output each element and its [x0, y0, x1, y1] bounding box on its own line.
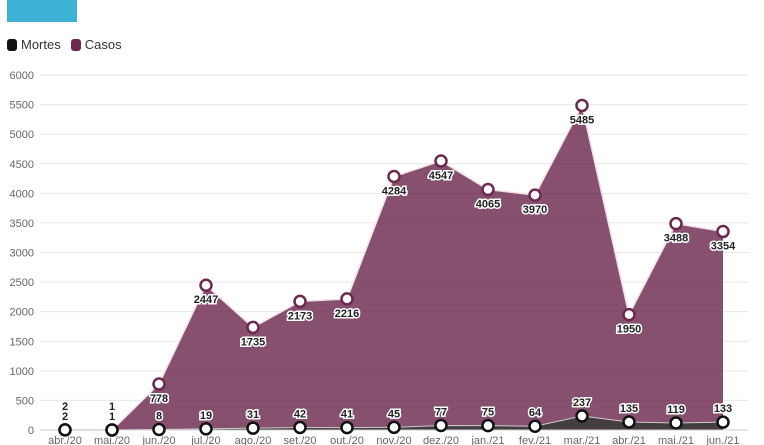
data-label-mortes: 135 [620, 403, 638, 415]
y-tick-label: 5500 [10, 100, 34, 112]
data-label-mortes: 64 [529, 407, 542, 419]
legend-item-casos[interactable]: Casos [70, 37, 122, 52]
x-tick-label: dez./20 [423, 435, 459, 445]
data-point-casos[interactable] [481, 182, 495, 197]
y-tick-label: 500 [16, 395, 34, 407]
y-tick-label: 4000 [10, 188, 34, 200]
data-label-casos: 2 [62, 401, 68, 413]
data-label-mortes: 75 [482, 407, 494, 419]
y-tick-label: 1500 [10, 336, 34, 348]
data-label-casos: 2173 [288, 310, 312, 322]
x-tick-label: jan./21 [470, 435, 504, 445]
header-accent-bar [7, 0, 77, 22]
x-tick-label: abr./21 [612, 435, 646, 445]
data-label-mortes: 41 [341, 409, 353, 421]
data-point-mortes[interactable] [58, 423, 72, 437]
data-point-mortes[interactable] [340, 420, 354, 435]
data-label-mortes: 45 [388, 408, 400, 420]
series-area-casos [65, 105, 723, 431]
data-point-mortes[interactable] [199, 422, 213, 436]
data-label-casos: 3354 [711, 241, 736, 253]
data-label-casos: 2447 [194, 294, 218, 306]
x-tick-label: abr./20 [48, 435, 82, 445]
data-label-casos: 1950 [617, 324, 641, 336]
legend-swatch-casos [70, 38, 81, 51]
data-label-mortes: 1 [109, 411, 115, 423]
data-point-mortes[interactable] [293, 420, 307, 435]
y-tick-label: 4500 [10, 159, 34, 171]
data-point-mortes[interactable] [622, 415, 636, 429]
x-tick-label: ago./20 [235, 435, 272, 445]
data-label-mortes: 77 [435, 406, 447, 418]
x-tick-label: mai./21 [658, 435, 694, 445]
y-tick-label: 3000 [10, 248, 34, 260]
x-tick-label: fev./21 [519, 435, 551, 445]
y-tick-label: 6000 [10, 70, 34, 82]
data-point-casos[interactable] [575, 98, 589, 113]
data-point-mortes[interactable] [105, 423, 119, 437]
data-point-casos[interactable] [622, 307, 636, 322]
data-label-mortes: 8 [156, 411, 162, 423]
data-label-mortes: 237 [573, 397, 591, 409]
legend-swatch-mortes [7, 38, 17, 51]
data-point-casos[interactable] [716, 224, 730, 239]
x-tick-label: jul./20 [190, 435, 220, 445]
data-point-casos[interactable] [669, 216, 683, 231]
x-tick-label: jun./20 [141, 435, 175, 445]
data-label-casos: 1735 [241, 336, 265, 348]
data-point-mortes[interactable] [481, 418, 495, 433]
data-point-mortes[interactable] [152, 422, 166, 437]
x-tick-label: out./20 [330, 435, 364, 445]
y-tick-label: 0 [28, 425, 34, 437]
data-label-mortes: 2 [62, 411, 68, 423]
data-point-casos[interactable] [340, 292, 354, 306]
data-point-mortes[interactable] [528, 419, 542, 433]
y-tick-label: 5000 [10, 129, 34, 141]
y-tick-label: 3500 [10, 218, 34, 230]
x-tick-label: set./20 [283, 435, 316, 445]
y-tick-label: 2000 [10, 307, 34, 319]
data-label-casos: 5485 [570, 114, 594, 126]
data-point-mortes[interactable] [434, 418, 448, 433]
data-label-casos: 3970 [523, 204, 547, 216]
data-point-casos[interactable] [293, 294, 307, 309]
x-tick-label: mai./20 [94, 435, 130, 445]
y-tick-label: 2500 [10, 277, 34, 289]
x-tick-label: mar./21 [564, 435, 601, 445]
legend-label-casos: Casos [84, 37, 122, 52]
legend-label-mortes: Mortes [21, 37, 61, 52]
data-label-mortes: 31 [247, 409, 259, 421]
series-area-mortes [65, 415, 723, 430]
x-tick-label: nov./20 [376, 435, 411, 445]
data-label-casos: 4547 [429, 170, 453, 182]
data-label-casos: 4065 [476, 198, 500, 210]
data-point-casos[interactable] [246, 320, 260, 335]
data-label-mortes: 119 [667, 404, 685, 416]
data-label-casos: 2216 [335, 308, 359, 320]
data-label-mortes: 133 [714, 403, 732, 415]
data-label-casos: 4284 [382, 186, 407, 198]
data-label-casos: 1 [109, 401, 115, 413]
data-point-casos[interactable] [387, 169, 401, 184]
x-tick-label: jun./21 [705, 435, 739, 445]
data-point-casos[interactable] [199, 278, 213, 292]
legend-item-mortes[interactable]: Mortes [7, 37, 61, 52]
data-point-mortes[interactable] [387, 420, 401, 435]
data-point-casos[interactable] [434, 154, 448, 168]
data-point-mortes[interactable] [575, 409, 589, 423]
data-point-casos[interactable] [528, 188, 542, 202]
chart-legend: Mortes Casos [7, 37, 122, 52]
data-label-casos: 778 [150, 393, 168, 405]
data-label-casos: 3488 [664, 233, 688, 245]
data-point-mortes[interactable] [669, 416, 683, 430]
data-point-mortes[interactable] [716, 415, 730, 429]
data-point-casos[interactable] [152, 377, 166, 391]
data-label-mortes: 19 [200, 410, 212, 422]
y-tick-label: 1000 [10, 366, 34, 378]
data-point-mortes[interactable] [246, 421, 260, 435]
data-label-mortes: 42 [294, 409, 306, 421]
